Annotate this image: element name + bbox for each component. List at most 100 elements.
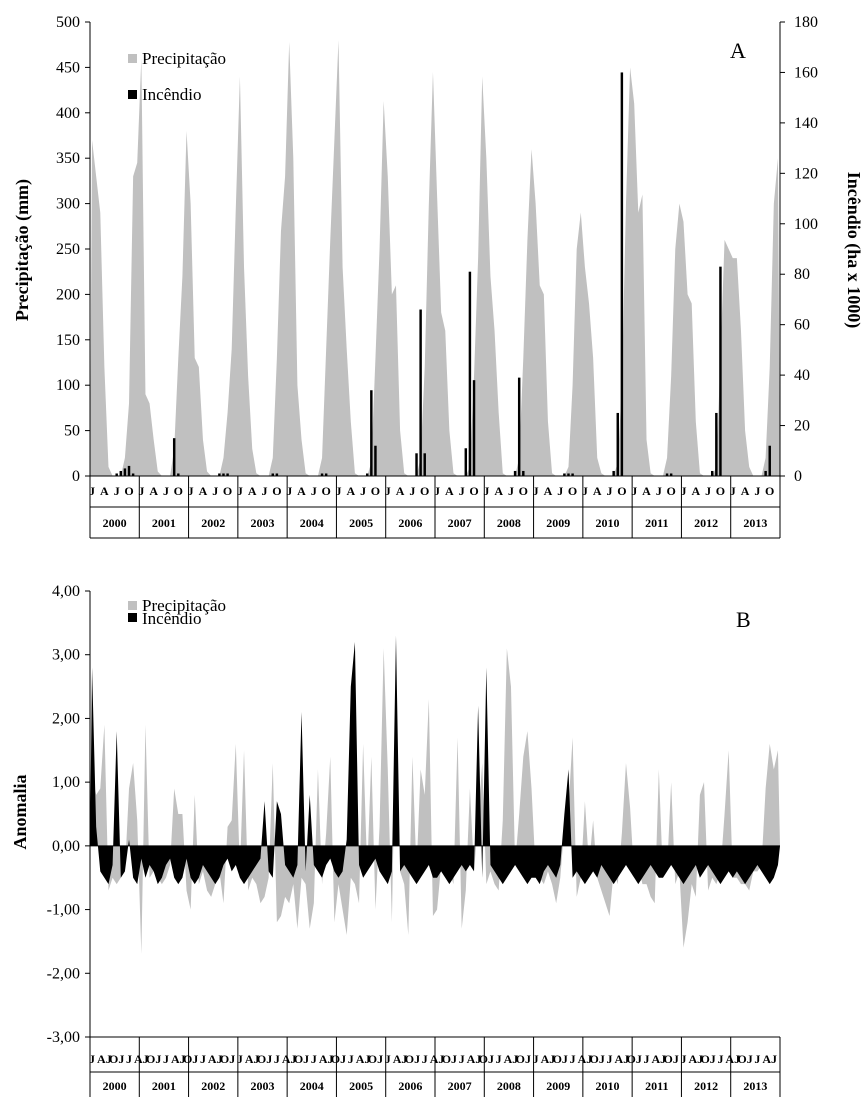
- fire-bar: [719, 266, 722, 476]
- fire-bar: [271, 473, 274, 476]
- year-label: 2003: [251, 1079, 275, 1093]
- fire-bar: [218, 473, 221, 476]
- precipitation-area-layer: [90, 40, 780, 476]
- month-tick-label: OJ: [516, 1052, 531, 1066]
- month-tick-label: J: [212, 484, 218, 498]
- fire-bar: [324, 473, 328, 476]
- y2-axis-label-a: Incêndio (ha x 1000): [843, 172, 864, 329]
- month-tick-label: O: [469, 484, 478, 498]
- month-tick-label: O: [716, 484, 725, 498]
- fire-bar: [665, 473, 669, 476]
- fire-bar: [764, 470, 767, 476]
- fire-bar: [567, 473, 570, 476]
- year-label: 2000: [103, 516, 127, 530]
- year-label: 2011: [645, 516, 668, 530]
- month-tick-label: OJ: [700, 1052, 715, 1066]
- y-tick-label: 300: [56, 196, 80, 213]
- month-tick-label: J: [89, 1052, 95, 1066]
- month-tick-label: J: [188, 484, 194, 498]
- year-label: 2013: [743, 516, 767, 530]
- year-label: 2010: [596, 1079, 620, 1093]
- month-tick-label: A: [297, 484, 306, 498]
- fire-bar: [222, 473, 225, 476]
- year-label: 2001: [152, 1079, 176, 1093]
- month-tick-label: J: [286, 484, 292, 498]
- month-tick-label: J: [680, 484, 686, 498]
- month-tick-label: J: [311, 1052, 317, 1066]
- month-tick-label: J: [754, 1052, 760, 1066]
- y2-tick-label: 160: [794, 64, 818, 81]
- y-tick-label: 0,00: [52, 838, 80, 855]
- month-tick-label: A: [593, 484, 602, 498]
- fire-bar: [366, 473, 369, 476]
- fire-bar: [320, 473, 324, 476]
- month-tick-label: J: [680, 1052, 686, 1066]
- panel-letter-b: B: [736, 607, 751, 632]
- precipitation-area: [90, 40, 780, 476]
- year-label: 2002: [201, 1079, 225, 1093]
- year-labels-b: 2000 2001 2002 2003 2004 2005 2006 2007 2008 2009…: [89, 1037, 781, 1097]
- year-label: 2008: [497, 516, 521, 530]
- month-tick-label: O: [124, 484, 133, 498]
- y-tick-label: 200: [56, 286, 80, 303]
- month-tick-label: A: [741, 484, 750, 498]
- month-tick-label: J: [644, 1052, 650, 1066]
- month-tick-label: J: [459, 484, 465, 498]
- year-label: 2007: [448, 516, 472, 530]
- month-tick-label: J: [705, 484, 711, 498]
- month-tick-label: J: [274, 1052, 280, 1066]
- y-tick-label: 50: [64, 423, 80, 440]
- legend-label-fire-a: Incêndio: [142, 85, 201, 104]
- month-tick-label: J: [163, 1052, 169, 1066]
- legend-swatch-precipitation-b: [128, 601, 137, 610]
- y-axis-label-a: Precipitação (mm): [12, 179, 33, 321]
- month-tick-label: J: [533, 484, 539, 498]
- chart-b: 4,003,002,001,000,00-1,00-2,00-3,00 J AJO…: [10, 583, 781, 1097]
- month-tick-label: J: [89, 484, 95, 498]
- month-tick-label: J: [459, 1052, 465, 1066]
- month-tick-label: AJ: [467, 1052, 482, 1066]
- month-tick-label: J: [237, 1052, 243, 1066]
- month-tick-label: J: [138, 484, 144, 498]
- legend-swatch-fire-a: [128, 90, 137, 99]
- month-tick-label: J: [237, 484, 243, 498]
- month-tick-label: O: [568, 484, 577, 498]
- month-tick-label: A: [346, 484, 355, 498]
- month-tick-label: AJ: [97, 1052, 112, 1066]
- fire-bar: [370, 390, 373, 476]
- year-label: 2013: [743, 1079, 767, 1093]
- month-tick-label: OJ: [183, 1052, 198, 1066]
- month-tick-label: J: [754, 484, 760, 498]
- month-tick-label: A: [248, 484, 257, 498]
- y-tick-label: 4,00: [52, 583, 80, 600]
- chart-a: 0 50 100 150 200 250 300 350 400 450 500 0 20 40 60 80…: [12, 14, 864, 539]
- month-tick-label: O: [765, 484, 774, 498]
- month-tick-label: O: [272, 484, 281, 498]
- month-tick-label: A: [100, 484, 109, 498]
- month-tick-label: J: [434, 484, 440, 498]
- month-tick-label: J: [126, 1052, 132, 1066]
- month-tick-label: J: [557, 484, 563, 498]
- year-label: 2010: [596, 516, 620, 530]
- month-tick-label: AJ: [319, 1052, 334, 1066]
- month-tick-label: AJ: [356, 1052, 371, 1066]
- month-tick-label: A: [396, 484, 405, 498]
- month-tick-label: OJ: [368, 1052, 383, 1066]
- year-label: 2004: [300, 1079, 324, 1093]
- month-tick-label: O: [420, 484, 429, 498]
- y2-ticks-a: 0 20 40 60 80 100 120 140 160 180: [780, 14, 818, 485]
- fire-bar: [768, 445, 771, 476]
- fire-bar: [374, 445, 377, 476]
- month-tick-label: OJ: [479, 1052, 494, 1066]
- y-ticks-b: 4,00 3,00 2,00 1,00 0,00 -1,00 -2,00 -3,00: [47, 583, 90, 1046]
- month-tick-label: AJ: [541, 1052, 556, 1066]
- month-tick-label: AJ: [171, 1052, 186, 1066]
- y2-tick-label: 120: [794, 165, 818, 182]
- y2-tick-label: 40: [794, 367, 810, 384]
- month-tick-label: OJ: [553, 1052, 568, 1066]
- month-tick-label: A: [544, 484, 553, 498]
- fire-bar: [620, 72, 624, 476]
- month-tick-label: AJ: [208, 1052, 223, 1066]
- month-tick-label: AJ: [134, 1052, 149, 1066]
- month-tick-label: OJ: [405, 1052, 420, 1066]
